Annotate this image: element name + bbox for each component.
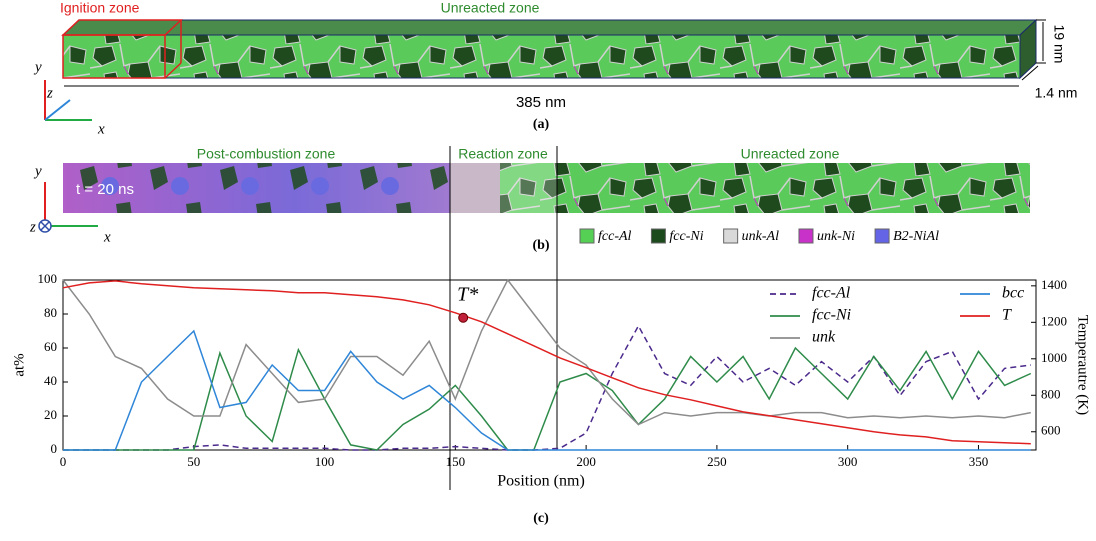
legend-label: T	[1002, 307, 1012, 324]
legend-swatch	[874, 228, 890, 244]
unreacted-region	[557, 163, 1030, 213]
y-tick-label: 100	[38, 271, 58, 286]
phase-legend: fcc-Al fcc-Ni unk-Al unk-Ni B2-NiAl	[579, 228, 939, 244]
post-combustion-region	[63, 163, 450, 213]
legend-label: unk	[812, 329, 836, 346]
legend-label: bcc	[1002, 285, 1024, 302]
panel-a: Ignition zone Unreacted zone 19 nm 1.4 n…	[33, 0, 1077, 137]
box-front	[62, 34, 1021, 79]
ignition-box	[164, 62, 182, 79]
axis-letter: x	[97, 121, 105, 137]
series-line	[63, 329, 1031, 451]
series-line	[63, 346, 1032, 451]
y2-tick-label: 600	[1041, 423, 1061, 438]
legend-swatch	[650, 228, 666, 244]
x-tick-label: 350	[969, 454, 989, 469]
zone-label: Reaction zone	[458, 146, 548, 162]
panel-label: (c)	[533, 511, 549, 526]
legend-label: fcc-Ni	[812, 307, 851, 324]
axis-letter: y	[33, 59, 42, 75]
legend-label: unk-Ni	[817, 229, 855, 244]
legend-label: fcc-Al	[598, 229, 632, 244]
x-tick-label: 250	[707, 454, 727, 469]
y2-axis-label: Temperautre (K)	[1075, 315, 1091, 415]
box-top	[61, 19, 1038, 36]
x-tick-label: 300	[838, 454, 858, 469]
x-tick-label: 50	[187, 454, 200, 469]
legend-label: unk-Al	[742, 229, 779, 244]
x-tick-label: 100	[315, 454, 335, 469]
axis-letter: z	[46, 85, 53, 101]
series-line	[63, 324, 1031, 451]
x-tick-label: 150	[446, 454, 466, 469]
y-tick-label: 40	[44, 373, 57, 388]
series-line	[62, 278, 1031, 426]
panel-c: at% Temperautre (K) Position (nm) (c) 0 5…	[11, 271, 1090, 526]
zone-label: Post-combustion zone	[197, 146, 336, 162]
zone-label: Ignition zone	[60, 0, 140, 16]
annotation-marker	[458, 312, 469, 323]
reaction-region	[500, 163, 557, 213]
y-tick-label: 80	[44, 305, 57, 320]
legend-label: fcc-Ni	[669, 229, 703, 244]
reaction-region	[450, 163, 500, 213]
panel-b: Post-combustion zone Reaction zone Unrea…	[29, 146, 1030, 253]
y2-tick-label: 1200	[1041, 313, 1067, 328]
zone-label: Unreacted zone	[741, 146, 840, 162]
x-tick-label: 0	[60, 454, 67, 469]
legend-label: fcc-Al	[812, 285, 851, 302]
time-label: t = 20 ns	[76, 181, 134, 198]
y-axis-label: at%	[11, 353, 27, 376]
y-tick-label: 60	[44, 339, 57, 354]
legend-swatch	[579, 228, 595, 244]
y2-tick-label: 1000	[1041, 350, 1067, 365]
panel-label: (b)	[532, 238, 549, 253]
axis-letter: y	[33, 163, 42, 179]
y-tick-label: 0	[51, 441, 58, 456]
panel-label: (a)	[533, 117, 550, 132]
zone-label: Unreacted zone	[441, 0, 540, 16]
ignition-box	[62, 34, 166, 79]
legend-label: B2-NiAl	[893, 229, 939, 244]
annotation-label: T*	[457, 283, 478, 305]
y-tick-label: 20	[44, 407, 57, 422]
axis-out-of-plane	[40, 221, 50, 231]
y2-tick-label: 800	[1041, 386, 1061, 401]
dimension-label: 19 nm	[1051, 25, 1067, 64]
x-axis-label: Position (nm)	[497, 473, 585, 490]
axis-letter: z	[29, 219, 36, 235]
dim-line	[1021, 65, 1039, 81]
dimension-label: 385 nm	[516, 94, 566, 111]
plot-frame	[62, 279, 1037, 451]
axis-letter: x	[103, 229, 111, 245]
axis-arrow	[44, 99, 71, 121]
dimension-label: 1.4 nm	[1035, 85, 1078, 101]
y2-tick-label: 1400	[1041, 277, 1067, 292]
legend-swatch	[723, 228, 739, 244]
legend-swatch	[798, 228, 814, 244]
x-tick-label: 200	[576, 454, 596, 469]
series-line	[62, 280, 1031, 445]
